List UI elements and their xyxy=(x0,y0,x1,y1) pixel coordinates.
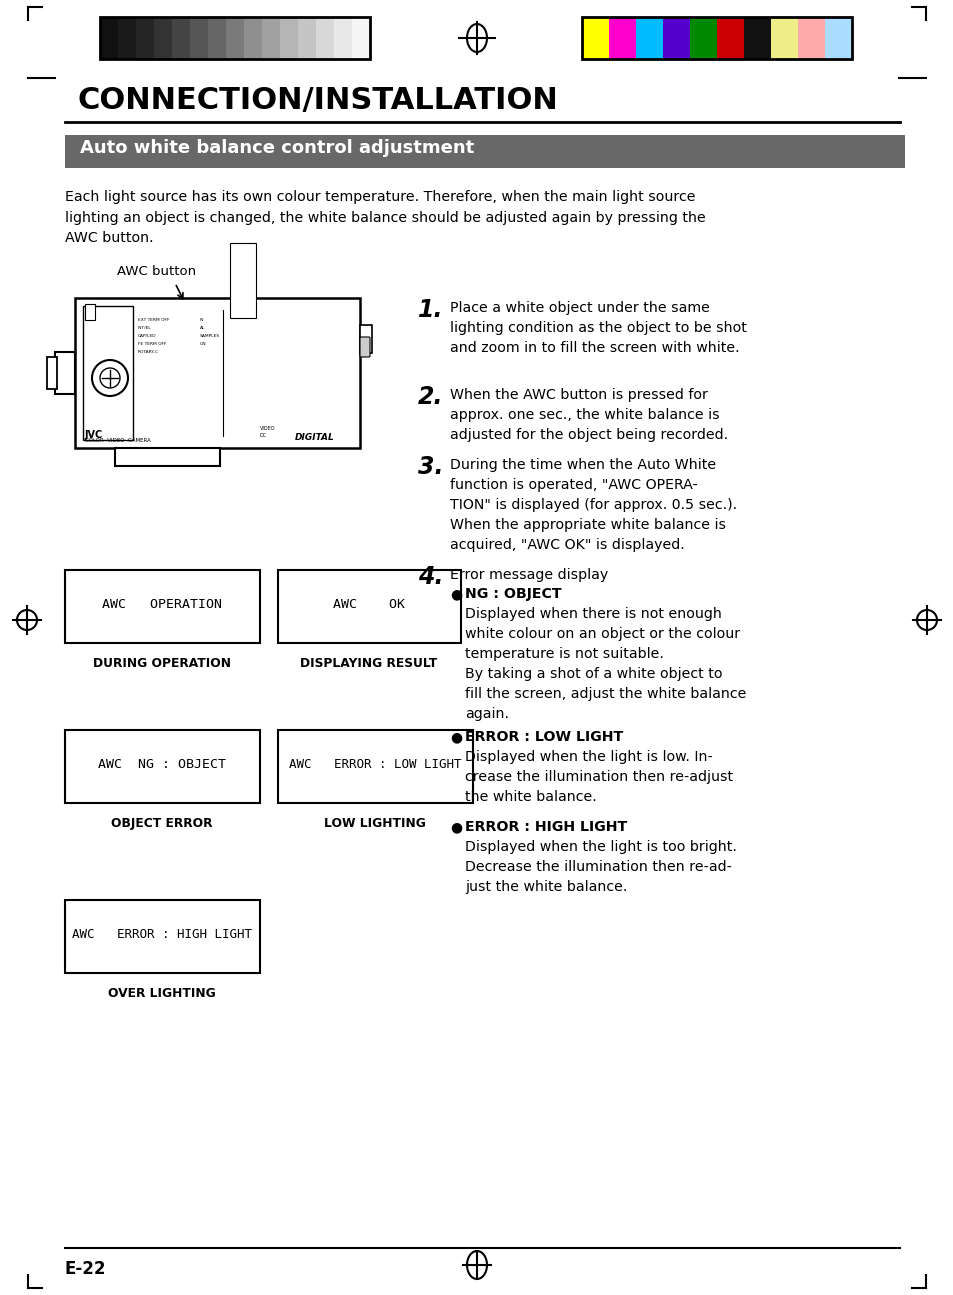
Text: DISPLAYING RESULT: DISPLAYING RESULT xyxy=(300,657,437,670)
Text: OBJECT ERROR: OBJECT ERROR xyxy=(112,817,213,830)
Text: NG : OBJECT: NG : OBJECT xyxy=(464,587,561,601)
Bar xyxy=(797,17,824,60)
Text: ●: ● xyxy=(450,820,461,834)
Text: INT/EL: INT/EL xyxy=(138,326,152,330)
Bar xyxy=(359,325,372,354)
Text: CAP/LED: CAP/LED xyxy=(138,334,156,338)
Bar xyxy=(190,17,208,60)
Bar xyxy=(65,135,904,168)
Bar xyxy=(100,17,370,60)
Text: IN: IN xyxy=(200,319,204,322)
Text: 1.: 1. xyxy=(417,298,443,322)
Text: Displayed when the light is low. In-
crease the illumination then re-adjust
the : Displayed when the light is low. In- cre… xyxy=(464,750,732,804)
Bar xyxy=(636,17,662,60)
Bar xyxy=(226,17,244,60)
Bar xyxy=(662,17,689,60)
Bar xyxy=(581,17,851,60)
Bar xyxy=(743,17,770,60)
Text: AWC   OPERATION: AWC OPERATION xyxy=(102,597,222,610)
Bar xyxy=(65,900,260,973)
Text: OVER LIGHTING: OVER LIGHTING xyxy=(108,987,215,1000)
Bar xyxy=(262,17,280,60)
Text: AWC  NG : OBJECT: AWC NG : OBJECT xyxy=(98,758,226,771)
Text: DC: DC xyxy=(260,433,267,438)
Bar xyxy=(172,17,190,60)
Bar xyxy=(277,570,460,644)
Bar xyxy=(581,17,608,60)
Text: 3.: 3. xyxy=(417,455,443,479)
Text: AWC   ERROR : HIGH LIGHT: AWC ERROR : HIGH LIGHT xyxy=(71,927,252,940)
Text: ON: ON xyxy=(200,342,207,346)
Bar xyxy=(334,17,352,60)
Text: JVC: JVC xyxy=(85,430,103,440)
Bar xyxy=(315,17,334,60)
Text: Displayed when the light is too bright.
Decrease the illumination then re-ad-
ju: Displayed when the light is too bright. … xyxy=(464,840,736,894)
Text: 2.: 2. xyxy=(417,385,443,409)
Text: ●: ● xyxy=(450,730,461,745)
Text: Error message display: Error message display xyxy=(450,569,608,581)
Text: AWC   ERROR : LOW LIGHT: AWC ERROR : LOW LIGHT xyxy=(289,758,460,771)
Text: ERROR : LOW LIGHT: ERROR : LOW LIGHT xyxy=(464,730,622,745)
Text: LOW LIGHTING: LOW LIGHTING xyxy=(324,817,425,830)
Text: FE TERM OFF: FE TERM OFF xyxy=(138,342,167,346)
Text: Each light source has its own colour temperature. Therefore, when the main light: Each light source has its own colour tem… xyxy=(65,190,705,245)
Text: CONNECTION/INSTALLATION: CONNECTION/INSTALLATION xyxy=(78,85,558,115)
Bar xyxy=(824,17,851,60)
Bar xyxy=(83,306,132,440)
Text: 4.: 4. xyxy=(417,565,443,589)
Text: AL: AL xyxy=(200,326,205,330)
Text: ●: ● xyxy=(450,587,461,601)
Text: Auto white balance control adjustment: Auto white balance control adjustment xyxy=(80,139,474,157)
Text: DIGITAL: DIGITAL xyxy=(294,433,335,442)
Text: EXT TERM OFF: EXT TERM OFF xyxy=(138,319,170,322)
Text: AWC button: AWC button xyxy=(117,265,196,278)
Circle shape xyxy=(91,360,128,396)
Bar xyxy=(153,17,172,60)
Text: ERROR : HIGH LIGHT: ERROR : HIGH LIGHT xyxy=(464,820,626,834)
Text: VIDEO: VIDEO xyxy=(260,426,275,431)
Bar xyxy=(75,298,359,448)
Bar xyxy=(717,17,743,60)
Bar xyxy=(65,730,260,803)
Circle shape xyxy=(100,368,120,388)
Bar xyxy=(100,17,118,60)
Bar xyxy=(118,17,136,60)
Bar xyxy=(689,17,717,60)
Text: ROTARY-C: ROTARY-C xyxy=(138,350,159,354)
Bar xyxy=(608,17,636,60)
FancyBboxPatch shape xyxy=(359,337,370,357)
Bar xyxy=(65,570,260,644)
Bar xyxy=(136,17,153,60)
Bar xyxy=(55,352,75,394)
Bar xyxy=(770,17,797,60)
Text: During the time when the Auto White
function is operated, "AWC OPERA-
TION" is d: During the time when the Auto White func… xyxy=(450,458,737,552)
Text: Place a white object under the same
lighting condition as the object to be shot
: Place a white object under the same ligh… xyxy=(450,300,746,355)
Bar xyxy=(47,357,57,388)
Bar xyxy=(85,304,95,320)
Text: When the AWC button is pressed for
approx. one sec., the white balance is
adjust: When the AWC button is pressed for appro… xyxy=(450,388,727,442)
Bar xyxy=(115,448,220,466)
Bar xyxy=(230,243,255,319)
Bar xyxy=(352,17,370,60)
Bar xyxy=(277,730,473,803)
Bar xyxy=(280,17,297,60)
Text: SAMPLES: SAMPLES xyxy=(200,334,220,338)
Text: AWC    OK: AWC OK xyxy=(333,597,405,610)
Bar xyxy=(244,17,262,60)
Bar xyxy=(297,17,315,60)
Bar xyxy=(208,17,226,60)
Text: COLOR  VIDEO  CAMERA: COLOR VIDEO CAMERA xyxy=(85,438,151,443)
Text: DURING OPERATION: DURING OPERATION xyxy=(92,657,231,670)
Text: E-22: E-22 xyxy=(65,1260,107,1278)
Text: Displayed when there is not enough
white colour on an object or the colour
tempe: Displayed when there is not enough white… xyxy=(464,607,745,721)
